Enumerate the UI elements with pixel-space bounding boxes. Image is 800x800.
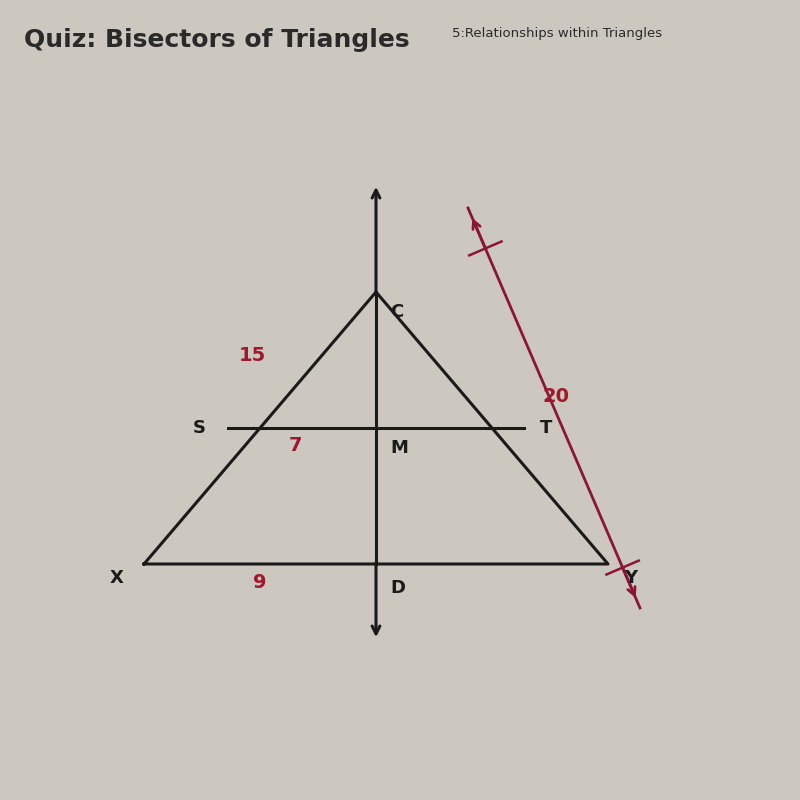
Text: 5:Relationships within Triangles: 5:Relationships within Triangles [452,27,662,40]
Text: X: X [110,570,124,587]
Text: 15: 15 [238,346,266,366]
Text: D: D [390,579,406,597]
Text: 7: 7 [290,436,302,455]
Text: Quiz: Bisectors of Triangles: Quiz: Bisectors of Triangles [24,28,410,52]
Text: S: S [193,419,206,437]
Text: Y: Y [624,570,637,587]
Text: M: M [390,439,408,457]
Text: T: T [540,419,552,437]
Text: C: C [390,303,404,321]
Text: 9: 9 [254,573,266,592]
Text: 20: 20 [542,386,570,406]
